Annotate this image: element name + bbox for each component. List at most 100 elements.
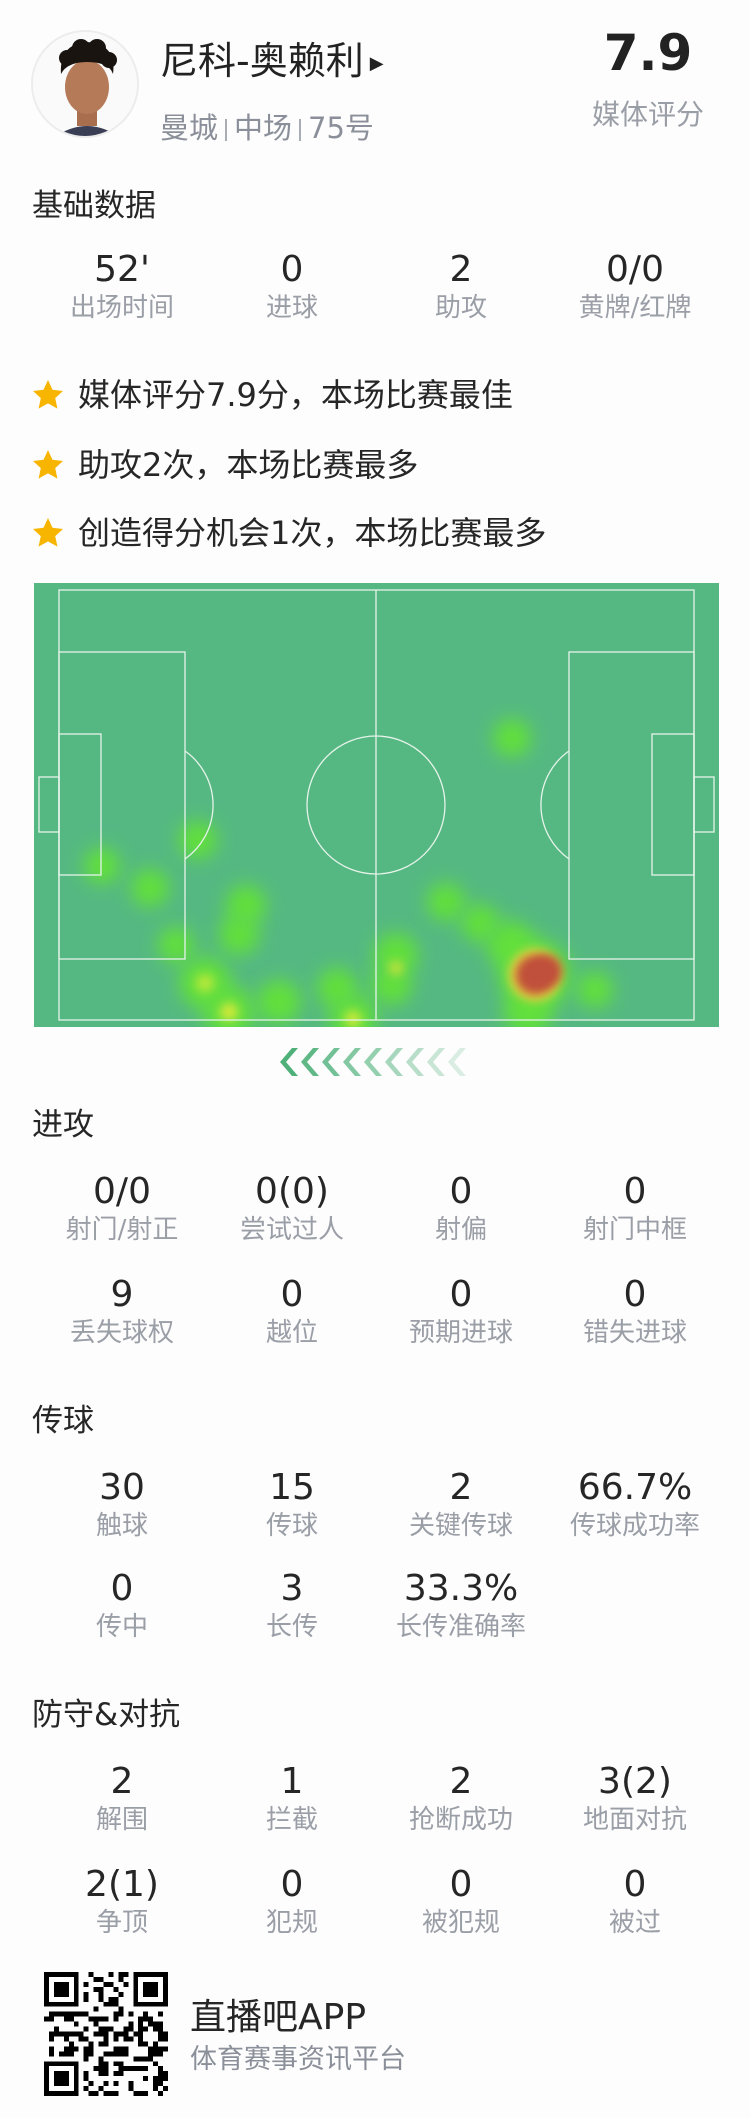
stat-value: 3(2) [598, 1761, 672, 1802]
stat-label: 传中 [95, 1612, 148, 1642]
heat-spot [131, 869, 169, 907]
stat-value: 0(0) [255, 1171, 329, 1212]
stat-value: 1 [280, 1761, 304, 1802]
highlight-text: 创造得分机会1次，本场比赛最多 [78, 514, 547, 552]
chevron-left-icon [364, 1048, 382, 1076]
stat-item: 0 射门中框 [535, 1171, 735, 1247]
stat-value: 0 [110, 1568, 134, 1609]
stat-item: 33.3% 长传准确率 [361, 1568, 561, 1644]
stat-label: 射门/射正 [65, 1215, 179, 1245]
heat-spot-hot [345, 1011, 361, 1027]
heat-spot [84, 848, 120, 884]
chevron-left-icon [448, 1048, 466, 1076]
stat-label: 出场时间 [69, 293, 174, 323]
stat-value: 2 [449, 1761, 473, 1802]
section-title-attack: 进攻 [32, 1107, 94, 1143]
chevron-left-icon [280, 1048, 298, 1076]
heat-spot [493, 719, 531, 757]
caret-right-icon: ▶ [369, 52, 384, 74]
chevron-left-icon [406, 1048, 424, 1076]
stat-label: 拦截 [265, 1805, 318, 1835]
stat-label: 抢断成功 [408, 1805, 513, 1835]
stat-value: 33.3% [403, 1568, 519, 1609]
star-icon [33, 450, 63, 479]
player-info: 曼城 中场 75号 [160, 108, 374, 148]
heat-spot [158, 927, 194, 963]
stat-item: 9 丢失球权 [22, 1274, 222, 1350]
section-title-passing: 传球 [32, 1403, 94, 1439]
stat-item: 15 传球 [192, 1467, 392, 1543]
heat-spot [257, 980, 301, 1024]
player-avatar [31, 30, 139, 138]
stat-item: 0(0) 尝试过人 [192, 1171, 392, 1247]
stat-item: 52' 出场时间 [22, 249, 222, 325]
stat-value: 2 [110, 1761, 134, 1802]
stat-label: 丢失球权 [69, 1318, 174, 1348]
player-name[interactable]: 尼科-奥赖利 ▶ [160, 38, 384, 87]
heat-spot [219, 915, 259, 955]
stat-label: 助攻 [434, 293, 487, 323]
heat-spot [577, 972, 613, 1008]
stat-value: 0 [280, 1274, 304, 1315]
stat-item: 0 被过 [535, 1864, 735, 1940]
stat-item: 2(1) 争顶 [22, 1864, 222, 1940]
player-photo-icon [33, 32, 137, 136]
stat-label: 触球 [95, 1511, 148, 1541]
player-name-text: 尼科-奥赖利 [160, 39, 364, 83]
app-name: 直播吧APP [190, 1997, 367, 2038]
stat-label: 犯规 [265, 1908, 318, 1938]
media-rating: 7.9 [603, 24, 693, 82]
stat-value: 0 [280, 1864, 304, 1905]
stat-label: 传球 [265, 1511, 318, 1541]
stat-label: 黄牌/红牌 [578, 293, 692, 323]
stat-item: 0 射偏 [361, 1171, 561, 1247]
stat-item: 2 助攻 [361, 249, 561, 325]
stat-item: 0/0 射门/射正 [22, 1171, 222, 1247]
stat-value: 2 [449, 249, 473, 290]
chevron-left-icon [427, 1048, 445, 1076]
stat-label: 长传 [265, 1612, 318, 1642]
shirt-number: 75号 [308, 111, 374, 145]
stat-value: 15 [269, 1467, 315, 1508]
heat-spot-hot [220, 1003, 238, 1021]
stat-item: 0 进球 [192, 249, 392, 325]
stat-value: 9 [110, 1274, 134, 1315]
stat-item: 0 传中 [22, 1568, 222, 1644]
stat-value: 0 [449, 1274, 473, 1315]
stat-value: 2 [449, 1467, 473, 1508]
stat-value: 52' [94, 249, 150, 290]
stat-label: 错失进球 [582, 1318, 687, 1348]
stat-label: 地面对抗 [582, 1805, 687, 1835]
stat-label: 预期进球 [408, 1318, 513, 1348]
stat-value: 30 [99, 1467, 145, 1508]
pitch-lines [38, 589, 715, 1021]
heat-spot [372, 965, 412, 1005]
chevron-left-icon [301, 1048, 319, 1076]
stat-item: 0 错失进球 [535, 1274, 735, 1350]
highlight-text: 助攻2次，本场比赛最多 [78, 446, 419, 484]
attack-direction-arrows [280, 1048, 466, 1076]
qr-code[interactable] [42, 1972, 170, 2096]
stat-label: 解围 [95, 1805, 148, 1835]
stat-item: 0/0 黄牌/红牌 [535, 249, 735, 325]
star-icon [33, 518, 63, 547]
stat-label: 关键传球 [408, 1511, 513, 1541]
stat-value: 66.7% [577, 1467, 693, 1508]
highlight-text: 媒体评分7.9分，本场比赛最佳 [78, 376, 513, 414]
chevron-left-icon [322, 1048, 340, 1076]
stat-item: 2 关键传球 [361, 1467, 561, 1543]
stat-item: 0 被犯规 [361, 1864, 561, 1940]
stat-value: 0 [623, 1864, 647, 1905]
heatmap-pitch [34, 583, 719, 1027]
stat-value: 0 [449, 1171, 473, 1212]
stat-item: 66.7% 传球成功率 [535, 1467, 735, 1543]
heat-spot [226, 885, 266, 925]
stat-label: 进球 [265, 293, 318, 323]
highlight-item: 创造得分机会1次，本场比赛最多 [30, 511, 546, 555]
position: 中场 [234, 111, 293, 145]
divider [299, 119, 302, 141]
stat-item: 3(2) 地面对抗 [535, 1761, 735, 1837]
section-title-basic: 基础数据 [32, 188, 156, 224]
stat-item: 1 拦截 [192, 1761, 392, 1837]
stat-value: 0/0 [93, 1171, 151, 1212]
